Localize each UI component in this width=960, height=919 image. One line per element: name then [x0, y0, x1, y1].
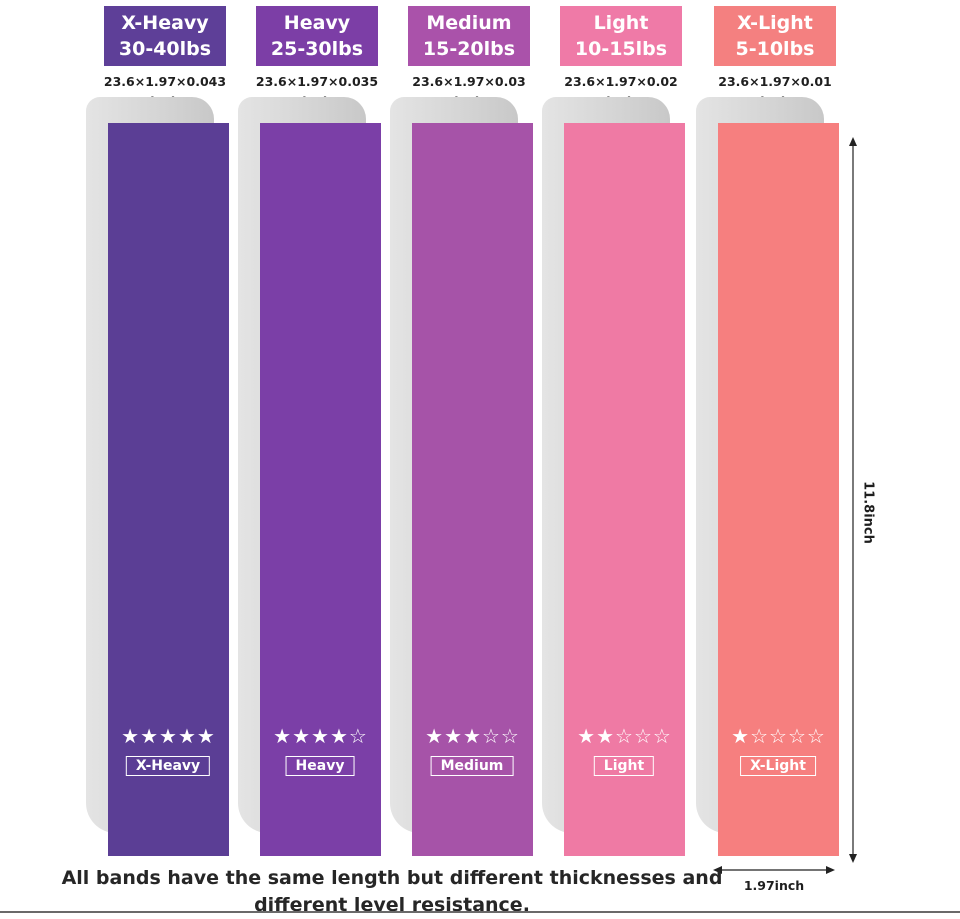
band-column-heavy: Heavy25-30lbs23.6×1.97×0.035inch★★★★☆Hea… — [232, 0, 382, 860]
band-resistance: 30-40lbs — [118, 38, 212, 60]
star-filled-icon: ★ — [177, 724, 197, 748]
caption: All bands have the same length but diffe… — [60, 865, 724, 919]
star-empty-icon: ☆ — [806, 724, 826, 748]
star-rating: ★★★☆☆ — [412, 724, 533, 748]
star-filled-icon: ★ — [140, 724, 160, 748]
width-label: 1.97inch — [743, 878, 805, 893]
resistance-label: Medium 15-20lbs — [408, 6, 530, 66]
dimension-value: 23.6×1.97×0.02 — [564, 74, 678, 89]
caption-line-1: All bands have the same length but diffe… — [61, 867, 723, 889]
band-column-light: Light10-15lbs23.6×1.97×0.02inch★★☆☆☆Ligh… — [536, 0, 686, 860]
star-empty-icon: ☆ — [652, 724, 672, 748]
star-empty-icon: ☆ — [615, 724, 634, 748]
band-column-x-light: X-Light5-10lbs23.6×1.97×0.01inch★☆☆☆☆X-L… — [690, 0, 840, 860]
band-resistance: 25-30lbs — [270, 38, 364, 60]
resistance-label: X-Heavy 30-40lbs — [104, 6, 226, 66]
star-empty-icon: ☆ — [348, 724, 368, 748]
star-filled-icon: ★ — [463, 724, 482, 748]
star-empty-icon: ☆ — [750, 724, 770, 748]
resistance-label: Light 10-15lbs — [560, 6, 682, 66]
dimension-value: 23.6×1.97×0.043 — [103, 74, 227, 89]
band-tag: X-Heavy — [125, 756, 211, 776]
dimension-value: 23.6×1.97×0.03 — [412, 74, 526, 89]
band-column-medium: Medium15-20lbs23.6×1.97×0.03inch★★★☆☆Med… — [384, 0, 534, 860]
star-filled-icon: ★ — [577, 724, 597, 748]
band-column-x-heavy: X-Heavy30-40lbs23.6×1.97×0.043inch★★★★★X… — [80, 0, 230, 860]
band-resistance: 15-20lbs — [422, 38, 516, 60]
star-filled-icon: ★ — [731, 724, 751, 748]
band-tag: Heavy — [285, 756, 355, 776]
star-rating: ★★★★★ — [108, 724, 229, 748]
star-rating: ★★★★☆ — [260, 724, 381, 748]
band-resistance: 5-10lbs — [735, 38, 815, 60]
width-arrow — [713, 866, 835, 874]
star-filled-icon: ★ — [425, 724, 445, 748]
height-arrow — [849, 137, 857, 863]
resistance-label: Heavy 25-30lbs — [256, 6, 378, 66]
band-level-name: Light — [593, 12, 649, 34]
band-tag: Medium — [430, 756, 514, 776]
band-strip — [412, 123, 533, 856]
band-tag: X-Light — [740, 756, 816, 776]
star-filled-icon: ★ — [121, 724, 141, 748]
resistance-label: X-Light 5-10lbs — [714, 6, 836, 66]
dimension-value: 23.6×1.97×0.035 — [255, 74, 379, 89]
star-rating: ★★☆☆☆ — [564, 724, 685, 748]
bottom-divider — [0, 911, 960, 913]
star-filled-icon: ★ — [273, 724, 293, 748]
star-empty-icon: ☆ — [633, 724, 653, 748]
star-filled-icon: ★ — [196, 724, 216, 748]
band-tag: Light — [593, 756, 655, 776]
star-filled-icon: ★ — [444, 724, 464, 748]
band-strip — [718, 123, 839, 856]
band-level-name: Heavy — [283, 12, 351, 34]
star-empty-icon: ☆ — [500, 724, 520, 748]
band-resistance: 10-15lbs — [574, 38, 668, 60]
band-strip — [564, 123, 685, 856]
band-level-name: Medium — [426, 12, 512, 34]
star-empty-icon: ☆ — [481, 724, 501, 748]
star-rating: ★☆☆☆☆ — [718, 724, 839, 748]
caption-line-2: different level resistance. — [254, 894, 530, 916]
star-empty-icon: ☆ — [787, 724, 807, 748]
band-strip — [260, 123, 381, 856]
band-level-name: X-Light — [737, 12, 813, 34]
star-filled-icon: ★ — [159, 724, 178, 748]
star-empty-icon: ☆ — [769, 724, 788, 748]
dimension-value: 23.6×1.97×0.01 — [718, 74, 832, 89]
band-level-name: X-Heavy — [121, 12, 209, 34]
band-strip — [108, 123, 229, 856]
star-filled-icon: ★ — [329, 724, 349, 748]
star-filled-icon: ★ — [311, 724, 330, 748]
star-filled-icon: ★ — [292, 724, 312, 748]
star-filled-icon: ★ — [596, 724, 616, 748]
height-label: 11.8inch — [860, 481, 876, 544]
